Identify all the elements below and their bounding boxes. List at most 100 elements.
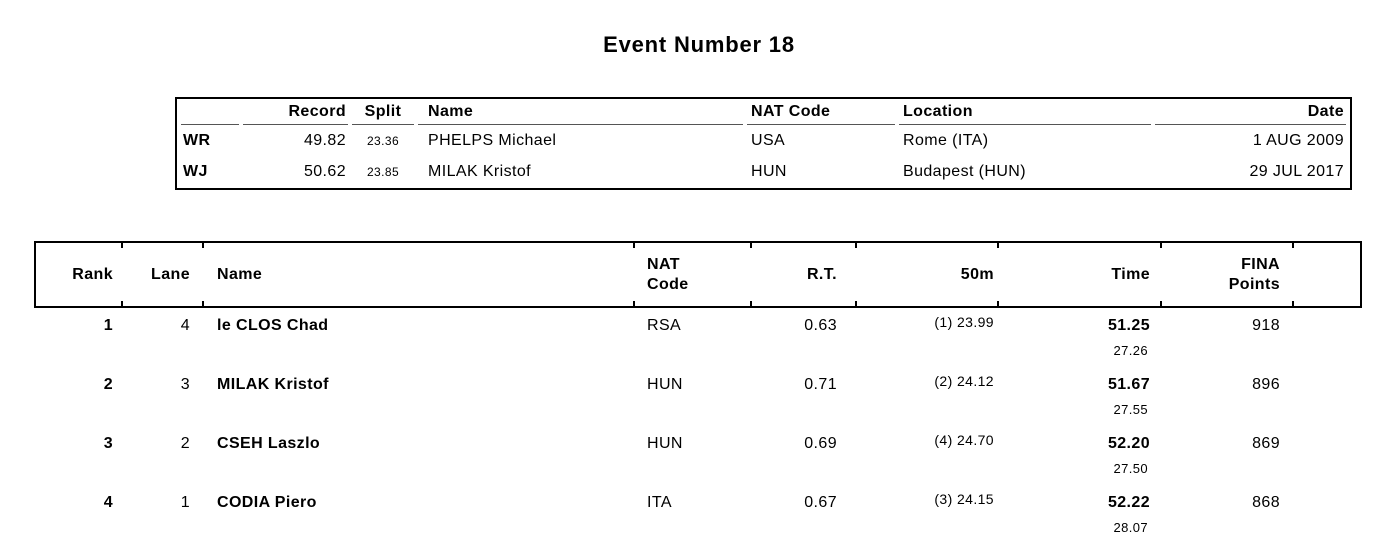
column-boundary-tick: [121, 243, 123, 248]
results-header-rt: R.T.: [806, 265, 837, 283]
record-time: 49.82: [303, 131, 346, 149]
result-time: 51.67: [1107, 376, 1150, 393]
results-table: 1 4 le CLOS Chad RSA 0.63 (1) 23.99 51.2…: [36, 313, 1360, 549]
results-header-rank: Rank: [72, 265, 113, 283]
result-50m-split: (1) 23.99: [934, 314, 994, 330]
column-boundary-tick: [1292, 243, 1294, 248]
record-time: 50.62: [303, 162, 346, 180]
record-row-wr: WR 49.82 23.36 PHELPS Michael USA Rome (…: [181, 125, 1346, 156]
records-header-type: [181, 99, 239, 125]
result-50m-split: (4) 24.70: [934, 432, 994, 448]
results-header-spacer: [1292, 243, 1360, 306]
records-header-nat-code: NAT Code: [747, 99, 895, 125]
result-lane: 1: [180, 494, 190, 511]
record-location: Budapest (HUN): [903, 162, 1026, 180]
record-type: WJ: [183, 162, 208, 180]
record-split: 23.36: [366, 133, 400, 148]
record-split: 23.85: [366, 164, 400, 179]
results-header-50m: 50m: [960, 265, 994, 283]
results-header-fina-points: FINA Points: [1228, 255, 1280, 293]
result-row-split: 27.26: [36, 339, 1360, 372]
records-header-location: Location: [899, 99, 1151, 125]
result-nat-code: RSA: [647, 317, 682, 334]
result-second-50-split: 27.55: [1113, 402, 1148, 417]
result-row: 4 1 CODIA Piero ITA 0.67 (3) 24.15 52.22…: [36, 490, 1360, 516]
records-table: Record Split Name NAT Code Location Date…: [175, 97, 1352, 190]
results-header-lane: Lane: [151, 265, 190, 283]
column-boundary-tick: [1160, 243, 1162, 248]
result-reaction-time: 0.63: [804, 317, 837, 334]
result-fina-points: 868: [1252, 494, 1280, 511]
column-boundary-tick: [997, 243, 999, 248]
result-row-split: 27.55: [36, 398, 1360, 431]
result-nat-code: HUN: [647, 435, 683, 452]
column-boundary-tick: [1292, 301, 1294, 306]
column-boundary-tick: [633, 301, 635, 306]
result-spacer: [1292, 372, 1360, 398]
result-spacer: [1292, 490, 1360, 516]
records-header-row: Record Split Name NAT Code Location Date: [181, 99, 1346, 125]
result-lane: 3: [180, 376, 190, 393]
result-row: 2 3 MILAK Kristof HUN 0.71 (2) 24.12 51.…: [36, 372, 1360, 398]
record-row-wj: WJ 50.62 23.85 MILAK Kristof HUN Budapes…: [181, 156, 1346, 187]
result-second-50-split: 28.07: [1113, 520, 1148, 535]
results-header-time: Time: [1111, 265, 1150, 283]
result-reaction-time: 0.67: [804, 494, 837, 511]
column-boundary-tick: [633, 243, 635, 248]
result-fina-points: 869: [1252, 435, 1280, 452]
page-title: Event Number 18: [603, 32, 795, 57]
result-swimmer-name: CSEH Laszlo: [217, 435, 321, 452]
result-second-50-split: 27.26: [1113, 343, 1148, 358]
column-boundary-tick: [202, 243, 204, 248]
result-spacer: [1292, 431, 1360, 457]
result-row: 1 4 le CLOS Chad RSA 0.63 (1) 23.99 51.2…: [36, 313, 1360, 339]
result-time: 52.22: [1107, 494, 1150, 511]
result-reaction-time: 0.69: [804, 435, 837, 452]
result-rank: 4: [103, 494, 113, 511]
result-fina-points: 896: [1252, 376, 1280, 393]
column-boundary-tick: [121, 301, 123, 306]
result-row: 3 2 CSEH Laszlo HUN 0.69 (4) 24.70 52.20…: [36, 431, 1360, 457]
result-lane: 2: [180, 435, 190, 452]
results-header-row: Rank Lane Name NAT Code R.T. 50m Time FI…: [36, 243, 1360, 306]
results-header-name: Name: [217, 265, 263, 283]
result-50m-split: (3) 24.15: [934, 491, 994, 507]
column-boundary-tick: [1160, 301, 1162, 306]
records-header-record: Record: [243, 99, 348, 125]
results-header-box: Rank Lane Name NAT Code R.T. 50m Time FI…: [34, 241, 1362, 308]
record-location: Rome (ITA): [903, 131, 989, 149]
result-nat-code: ITA: [647, 494, 672, 511]
result-lane: 4: [180, 317, 190, 334]
record-nat-code: HUN: [751, 162, 787, 180]
record-type: WR: [183, 131, 211, 149]
result-nat-code: HUN: [647, 376, 683, 393]
column-boundary-tick: [750, 243, 752, 248]
results-header-nat-code: NAT Code: [647, 255, 689, 293]
result-rank: 3: [103, 435, 113, 452]
result-spacer: [1292, 313, 1360, 339]
result-time: 52.20: [1107, 435, 1150, 452]
result-second-50-split: 27.50: [1113, 461, 1148, 476]
result-row-split: 28.07: [36, 516, 1360, 549]
result-swimmer-name: le CLOS Chad: [217, 317, 329, 334]
record-holder-name: MILAK Kristof: [428, 162, 532, 180]
result-swimmer-name: MILAK Kristof: [217, 376, 329, 393]
column-boundary-tick: [202, 301, 204, 306]
records-header-date: Date: [1155, 99, 1346, 125]
records-header-name: Name: [418, 99, 743, 125]
result-rank: 2: [103, 376, 113, 393]
result-time: 51.25: [1107, 317, 1150, 334]
result-reaction-time: 0.71: [804, 376, 837, 393]
records-header-split: Split: [352, 99, 414, 125]
column-boundary-tick: [855, 243, 857, 248]
record-date: 29 JUL 2017: [1249, 162, 1344, 180]
record-nat-code: USA: [751, 131, 786, 149]
result-fina-points: 918: [1252, 317, 1280, 334]
result-row-split: 27.50: [36, 457, 1360, 490]
result-swimmer-name: CODIA Piero: [217, 494, 317, 511]
record-holder-name: PHELPS Michael: [428, 131, 557, 149]
record-date: 1 AUG 2009: [1252, 131, 1344, 149]
column-boundary-tick: [855, 301, 857, 306]
result-rank: 1: [103, 317, 113, 334]
column-boundary-tick: [750, 301, 752, 306]
